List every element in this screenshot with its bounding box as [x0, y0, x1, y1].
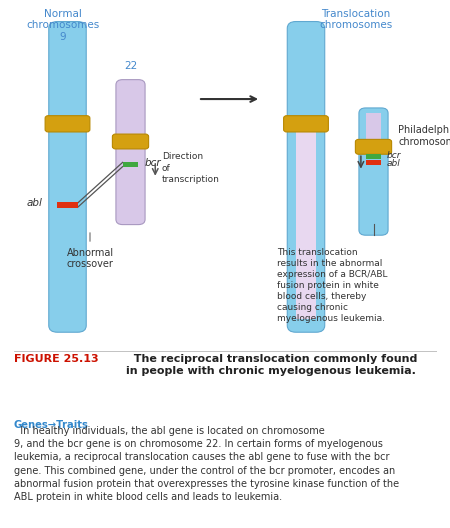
FancyBboxPatch shape — [116, 80, 145, 224]
Text: 22: 22 — [124, 61, 137, 71]
Text: bcr: bcr — [145, 158, 162, 168]
Text: Abnormal
crossover: Abnormal crossover — [67, 248, 113, 269]
Text: Genes→Traits: Genes→Traits — [14, 420, 88, 430]
Text: The reciprocal translocation commonly found
in people with chronic myelogenous l: The reciprocal translocation commonly fo… — [126, 354, 417, 376]
FancyBboxPatch shape — [45, 116, 90, 132]
FancyBboxPatch shape — [287, 22, 325, 332]
Text: Translocation
chromosomes: Translocation chromosomes — [319, 9, 392, 31]
FancyBboxPatch shape — [356, 139, 392, 154]
Bar — [296, 129, 316, 319]
Text: Philadelphia
chromosome: Philadelphia chromosome — [398, 125, 450, 147]
Bar — [57, 202, 77, 209]
Bar — [365, 113, 382, 152]
Text: In healthy individuals, the abl gene is located on chromosome
9, and the bcr gen: In healthy individuals, the abl gene is … — [14, 426, 399, 503]
Bar — [122, 162, 139, 167]
Text: Direction
of
transcription: Direction of transcription — [162, 153, 220, 184]
Bar — [365, 154, 382, 159]
Text: Normal
chromosomes
9: Normal chromosomes 9 — [27, 9, 99, 42]
Bar — [365, 161, 382, 165]
Text: This translocation
results in the abnormal
expression of a BCR/ABL
fusion protei: This translocation results in the abnorm… — [277, 248, 387, 323]
FancyBboxPatch shape — [359, 108, 388, 235]
Text: bcr: bcr — [387, 151, 401, 160]
Text: FIGURE 25.13: FIGURE 25.13 — [14, 354, 98, 364]
FancyBboxPatch shape — [112, 134, 148, 149]
FancyBboxPatch shape — [284, 116, 328, 132]
Text: abl: abl — [27, 199, 43, 209]
FancyBboxPatch shape — [49, 22, 86, 332]
Text: abl: abl — [387, 159, 401, 168]
